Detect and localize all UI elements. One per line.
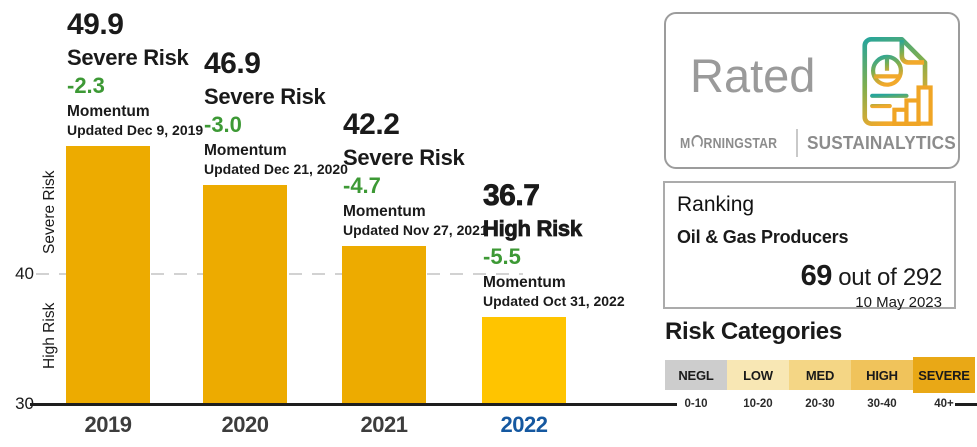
updated-date: Updated Nov 27, 2021 <box>343 222 488 239</box>
score-value: 42.2 <box>343 107 400 141</box>
bar-2019 <box>66 146 150 404</box>
ranking-card: Ranking Oil & Gas Producers 69 out of 29… <box>663 181 956 311</box>
rated-label: Rated <box>690 49 816 102</box>
risk-categories-legend: Risk Categories NEGL LOW MED HIGH SEVERE… <box>665 318 975 410</box>
y-axis-zone-label-high-risk: High Risk <box>41 302 58 370</box>
bar-annotation-2020: 46.9 Severe Risk -3.0 Momentum Updated D… <box>204 46 348 178</box>
risk-cell-high: HIGH <box>851 360 913 390</box>
risk-category-label: Severe Risk <box>343 144 465 170</box>
x-axis-label-2020: 2020 <box>221 412 269 437</box>
x-axis-baseline <box>30 403 677 406</box>
momentum-label: Momentum <box>343 202 426 220</box>
morningstar-rest: RNINGSTAR <box>703 134 778 152</box>
morningstar-logo: M RNINGSTAR <box>680 135 777 152</box>
updated-date: Updated Dec 9, 2019 <box>67 122 204 139</box>
esg-report-document-icon <box>862 36 933 126</box>
risk-range-med: 20-30 <box>805 398 835 410</box>
x-axis-label-2021: 2021 <box>360 412 408 437</box>
risk-cell-severe: SEVERE <box>913 357 975 393</box>
risk-range-low: 10-20 <box>743 398 773 410</box>
y-axis-tick-30: 30 <box>15 394 34 413</box>
rank-number: 69 <box>800 260 833 292</box>
bar-group-2021: 42.2 Severe Risk -4.7 Momentum Updated N… <box>342 0 488 437</box>
bar-annotation-2022: 36.7 High Risk -5.5 Momentum Updated Oct… <box>483 178 625 310</box>
y-axis-tick-40: 40 <box>15 264 34 283</box>
ranking-rank-line: 69 out of 292 <box>677 260 943 292</box>
momentum-value: -3.0 <box>204 111 242 137</box>
risk-cell-low: LOW <box>727 360 789 390</box>
score-value: 36.7 <box>483 178 541 212</box>
bar-group-2020: 46.9 Severe Risk -3.0 Momentum Updated D… <box>203 0 348 437</box>
bar-annotation-2019: 49.9 Severe Risk -2.3 Momentum Updated D… <box>67 7 204 139</box>
bar-group-2019: 49.9 Severe Risk -2.3 Momentum Updated D… <box>66 0 203 437</box>
risk-range-severe: 40+ <box>934 398 954 410</box>
momentum-value: -2.3 <box>67 72 105 98</box>
updated-date: Updated Dec 21, 2020 <box>204 161 348 178</box>
risk-categories-title: Risk Categories <box>665 318 842 345</box>
momentum-label: Momentum <box>483 273 566 291</box>
sustainalytics-logo: SUSTAINALYTICS <box>806 132 956 153</box>
bar-2020 <box>203 185 287 404</box>
x-axis-label-2022: 2022 <box>500 412 548 437</box>
momentum-label: Momentum <box>204 141 287 159</box>
brand-divider <box>795 129 798 157</box>
brand-lockup: M RNINGSTAR SUSTAINALYTICS <box>680 129 967 157</box>
risk-category-label: Severe Risk <box>67 44 189 70</box>
score-value: 46.9 <box>204 46 261 80</box>
morningstar-m: M <box>680 134 691 152</box>
momentum-value: -5.5 <box>483 243 521 269</box>
ranking-industry-group: Oil & Gas Producers <box>677 227 849 247</box>
rank-out-of: out of 292 <box>831 264 942 291</box>
x-axis-baseline-right-segment <box>955 403 977 406</box>
risk-cell-med: MED <box>789 360 851 390</box>
risk-range-negl: 0-10 <box>684 398 708 410</box>
risk-cell-negl: NEGL <box>665 360 727 390</box>
bar-group-2022: 36.7 High Risk -5.5 Momentum Updated Oct… <box>482 0 625 437</box>
bar-2022 <box>482 317 566 404</box>
bar-annotation-2021: 42.2 Severe Risk -4.7 Momentum Updated N… <box>343 107 488 239</box>
ranking-as-of-date: 10 May 2023 <box>855 294 942 311</box>
risk-category-label: High Risk <box>483 215 583 241</box>
ranking-title: Ranking <box>677 193 755 216</box>
risk-category-label: Severe Risk <box>204 83 326 109</box>
risk-category-scale: NEGL LOW MED HIGH SEVERE <box>665 357 975 393</box>
risk-category-ranges: 0-10 10-20 20-30 30-40 40+ <box>665 398 975 410</box>
morningstar-o-arc-icon <box>691 135 703 149</box>
risk-range-high: 30-40 <box>867 398 897 410</box>
y-axis-zone-label-severe-risk: Severe Risk <box>41 170 58 254</box>
momentum-value: -4.7 <box>343 172 381 198</box>
bar-2021 <box>342 246 426 404</box>
updated-date: Updated Oct 31, 2022 <box>483 293 625 310</box>
risk-history-bar-chart: Severe Risk 40 High Risk 30 49.9 Severe … <box>15 0 677 437</box>
score-value: 49.9 <box>67 7 124 41</box>
sustainalytics-rated-badge: Rated M RN <box>664 12 960 169</box>
x-axis-label-2019: 2019 <box>84 412 132 437</box>
momentum-label: Momentum <box>67 102 150 120</box>
